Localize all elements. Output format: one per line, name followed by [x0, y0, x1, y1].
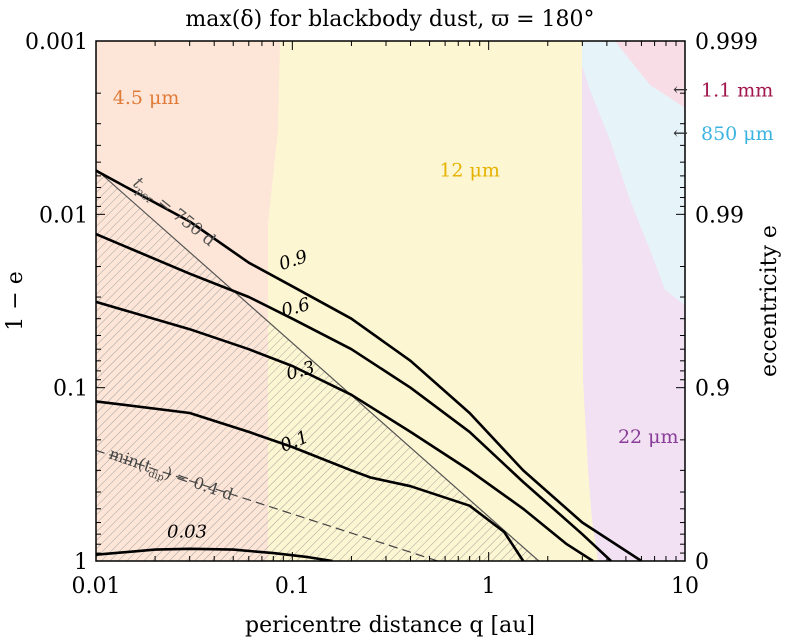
y-axis-label-right: eccentricity e: [757, 225, 782, 377]
y-axis-label-left: 1 − e: [3, 271, 28, 330]
region-label: 22 μm: [618, 426, 679, 448]
arrow-icon: ←: [673, 79, 688, 100]
region-label: 4.5 μm: [113, 87, 180, 109]
y-tick-label-right: 0.999: [695, 30, 758, 55]
contour-0.03: [96, 547, 333, 561]
y-tick-label-left: 0.1: [53, 377, 88, 402]
t-per-line: [96, 168, 540, 561]
region-label: 850 μm: [701, 123, 774, 145]
t-dip-line: [96, 449, 438, 561]
y-tick-label-right: 0.9: [695, 377, 730, 402]
contour-0.3: [96, 300, 594, 561]
x-tick-label: 0.01: [72, 574, 121, 599]
contour-0.6: [96, 232, 612, 561]
plot-frame: [95, 40, 686, 562]
x-tick-label: 0.1: [275, 574, 310, 599]
x-tick-label: 10: [671, 574, 699, 599]
y-tick-label-left: 1: [74, 550, 88, 575]
region-label: 1.1 mm: [701, 79, 773, 101]
contour-0.1: [96, 400, 525, 561]
y-tick-label-right: 0.99: [695, 203, 744, 228]
region-label: 12 μm: [439, 159, 500, 181]
arrow-icon: ←: [673, 123, 688, 144]
y-tick-label-left: 0.001: [25, 30, 88, 55]
region-850um: [582, 41, 685, 305]
x-tick-label: 1: [482, 574, 496, 599]
contour-label: 0.03: [167, 521, 207, 542]
contour-0.9: [96, 169, 643, 561]
y-tick-label-left: 0.01: [39, 203, 88, 228]
y-tick-label-right: 0: [695, 550, 709, 575]
chart-title: max(δ) for blackbody dust, ϖ = 180°: [185, 7, 594, 32]
region-1-1mm: [615, 41, 685, 108]
x-axis-label: pericentre distance q [au]: [245, 613, 535, 638]
